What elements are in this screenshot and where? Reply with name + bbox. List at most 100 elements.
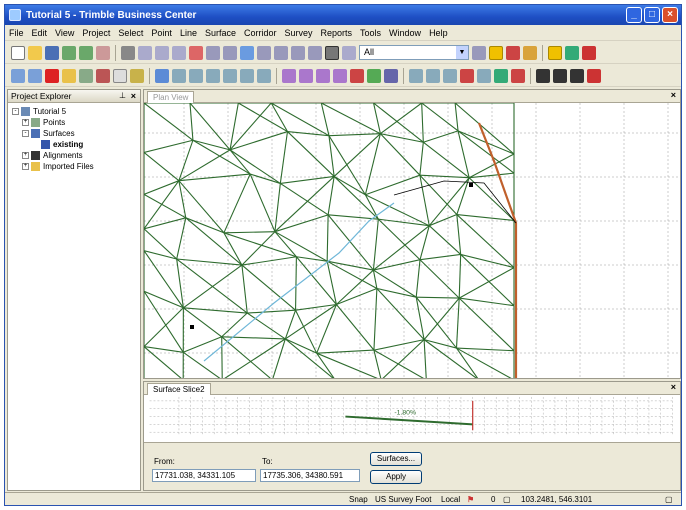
select-icon[interactable] bbox=[121, 45, 135, 60]
close-icon[interactable]: × bbox=[670, 90, 676, 100]
measure-icon[interactable] bbox=[138, 45, 152, 60]
menu-corridor[interactable]: Corridor bbox=[243, 27, 277, 38]
new-project-icon[interactable] bbox=[11, 45, 25, 60]
expand-icon[interactable]: + bbox=[22, 163, 29, 170]
arc-icon[interactable] bbox=[130, 68, 144, 83]
report-icon[interactable] bbox=[308, 45, 322, 60]
close-button[interactable]: × bbox=[662, 7, 678, 23]
coordinate-system-status[interactable]: Local bbox=[441, 495, 461, 504]
pin-icon[interactable]: ⊥ bbox=[119, 91, 126, 100]
profile-icon[interactable] bbox=[333, 68, 347, 83]
tree-item[interactable]: + Points bbox=[12, 117, 140, 128]
stakeout-icon[interactable] bbox=[384, 68, 398, 83]
menu-tools[interactable]: Tools bbox=[360, 27, 382, 38]
status-toggle-icon[interactable]: ▢ bbox=[665, 495, 673, 504]
maximize-button[interactable]: □ bbox=[644, 7, 660, 23]
chevron-down-icon[interactable]: ▼ bbox=[456, 46, 468, 59]
measure-distance-icon[interactable] bbox=[172, 45, 186, 60]
point-create-icon[interactable] bbox=[79, 68, 93, 83]
close-icon[interactable]: × bbox=[670, 382, 676, 392]
save-icon[interactable] bbox=[45, 45, 59, 60]
apply-button[interactable]: Apply bbox=[370, 470, 422, 484]
redo-icon[interactable] bbox=[79, 45, 93, 60]
collapse-icon[interactable]: - bbox=[22, 130, 29, 137]
surface-icon[interactable] bbox=[155, 68, 169, 83]
import-icon[interactable] bbox=[96, 45, 110, 60]
slice-profile-view[interactable]: -1.80% bbox=[144, 395, 680, 443]
close-icon[interactable]: × bbox=[130, 91, 136, 101]
flag-icon[interactable]: ⚑ bbox=[467, 495, 475, 504]
rod-icon[interactable] bbox=[570, 68, 584, 83]
offset-icon[interactable] bbox=[240, 68, 254, 83]
layer-icon[interactable] bbox=[257, 45, 271, 60]
refresh-icon[interactable] bbox=[582, 45, 596, 60]
expand-icon[interactable]: + bbox=[22, 152, 29, 159]
measure-angle-icon[interactable] bbox=[155, 45, 169, 60]
forward-icon[interactable] bbox=[28, 68, 42, 83]
gnss-icon[interactable] bbox=[477, 68, 491, 83]
collapse-icon[interactable]: - bbox=[12, 108, 19, 115]
error-icon[interactable] bbox=[460, 68, 474, 83]
table-icon[interactable] bbox=[291, 45, 305, 60]
point-icon[interactable] bbox=[189, 45, 203, 60]
folder-icon[interactable] bbox=[62, 68, 76, 83]
menu-file[interactable]: File bbox=[9, 27, 24, 38]
slice-icon[interactable] bbox=[206, 68, 220, 83]
snap-icon[interactable] bbox=[223, 45, 237, 60]
menu-survey[interactable]: Survey bbox=[284, 27, 313, 38]
menu-surface[interactable]: Surface bbox=[204, 27, 236, 38]
view-icon[interactable] bbox=[240, 45, 254, 60]
minimize-button[interactable]: _ bbox=[626, 7, 642, 23]
plan-view-icon[interactable] bbox=[325, 45, 339, 60]
from-coordinate-input[interactable]: 17731.038, 34331.105 bbox=[152, 469, 256, 482]
join-icon[interactable] bbox=[257, 68, 271, 83]
tab-plan-view[interactable]: Plan View bbox=[147, 91, 195, 103]
polyline-icon[interactable] bbox=[113, 68, 127, 83]
pan-icon[interactable] bbox=[565, 45, 579, 60]
menu-reports[interactable]: Reports bbox=[320, 27, 353, 38]
cut-fill-icon[interactable] bbox=[350, 68, 364, 83]
corridor-icon[interactable] bbox=[299, 68, 313, 83]
surfaces-button[interactable]: Surfaces... bbox=[370, 452, 422, 466]
boundary-icon[interactable] bbox=[223, 68, 237, 83]
person-icon[interactable] bbox=[536, 68, 550, 83]
plan-view[interactable]: Plan View × bbox=[143, 89, 681, 379]
flag-icon[interactable] bbox=[506, 45, 520, 60]
tree-item[interactable]: - Surfaces bbox=[12, 128, 140, 139]
instrument-icon[interactable] bbox=[587, 68, 601, 83]
cad-icon[interactable] bbox=[342, 45, 356, 60]
menu-help[interactable]: Help bbox=[429, 27, 448, 38]
adjust-icon[interactable] bbox=[426, 68, 440, 83]
network-icon[interactable] bbox=[443, 68, 457, 83]
filter-icon[interactable] bbox=[472, 45, 486, 60]
tree-item[interactable]: existing bbox=[12, 139, 140, 150]
to-coordinate-input[interactable]: 17735.306, 34380.591 bbox=[260, 469, 360, 482]
units-status[interactable]: US Survey Foot bbox=[375, 495, 432, 504]
tree-icon[interactable] bbox=[494, 68, 508, 83]
menu-project[interactable]: Project bbox=[82, 27, 111, 38]
back-icon[interactable] bbox=[11, 68, 25, 83]
contour-icon[interactable] bbox=[172, 68, 186, 83]
menu-select[interactable]: Select bbox=[118, 27, 144, 38]
plan-view-canvas[interactable] bbox=[144, 103, 681, 379]
volume-icon[interactable] bbox=[189, 68, 203, 83]
layers-icon[interactable] bbox=[523, 45, 537, 60]
filter-combo[interactable]: All ▼ bbox=[359, 45, 469, 60]
menu-window[interactable]: Window bbox=[389, 27, 422, 38]
draw-icon[interactable] bbox=[367, 68, 381, 83]
grid-icon[interactable] bbox=[206, 45, 220, 60]
delete-icon[interactable] bbox=[45, 68, 59, 83]
tab-surface-slice[interactable]: Surface Slice2 bbox=[147, 383, 211, 395]
traverse-icon[interactable] bbox=[409, 68, 423, 83]
tree-item[interactable]: - Tutorial 5 bbox=[12, 106, 140, 117]
line-create-icon[interactable] bbox=[96, 68, 110, 83]
alignment-icon[interactable] bbox=[282, 68, 296, 83]
menu-point[interactable]: Point bbox=[151, 27, 172, 38]
level-icon[interactable] bbox=[553, 68, 567, 83]
undo-icon[interactable] bbox=[62, 45, 76, 60]
menu-line[interactable]: Line bbox=[179, 27, 197, 38]
tree-item[interactable]: + Imported Files bbox=[12, 161, 140, 172]
zoom-extents-icon[interactable] bbox=[548, 45, 562, 60]
menu-edit[interactable]: Edit bbox=[31, 27, 48, 38]
template-icon[interactable] bbox=[316, 68, 330, 83]
